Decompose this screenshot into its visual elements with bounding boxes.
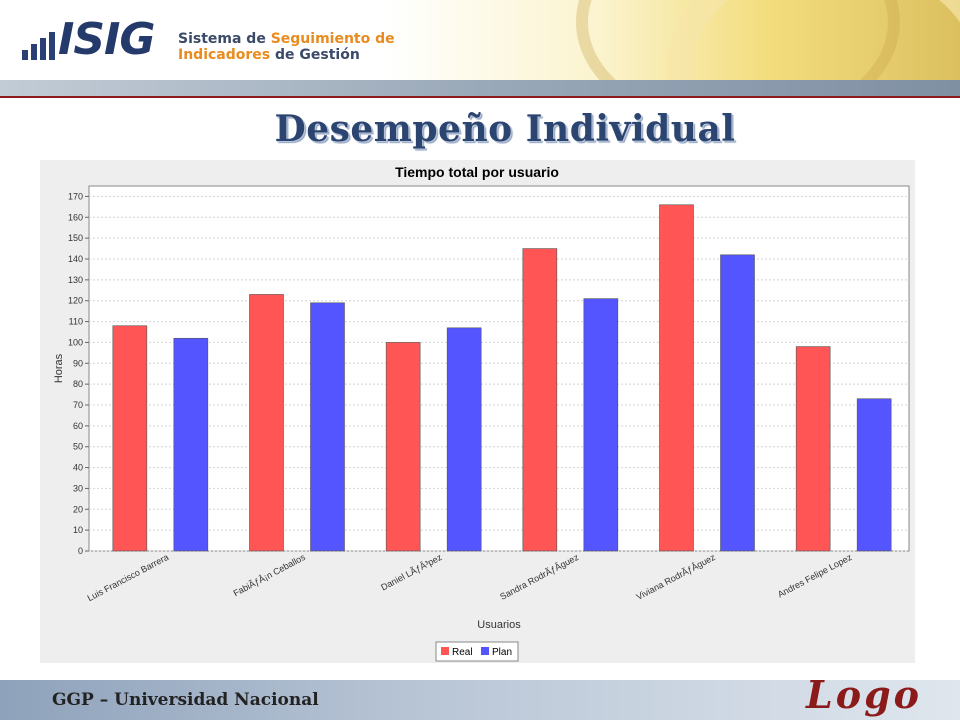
bar-plan xyxy=(173,337,209,552)
bar-plan xyxy=(310,302,345,552)
bar-plan xyxy=(720,254,755,552)
bar-real xyxy=(385,342,421,552)
legend-label-plan: Plan xyxy=(492,647,512,658)
y-tick-label: 160 xyxy=(68,212,83,222)
legend-label-real: Real xyxy=(452,647,473,658)
bar-plan xyxy=(583,298,619,552)
y-tick-label: 130 xyxy=(68,275,83,285)
chart-title: Tiempo total por usuario xyxy=(395,164,559,180)
chart-svg: Tiempo total por usuario 0 10 20 30 40 50 60 70 8… xyxy=(53,164,910,662)
y-tick-label: 170 xyxy=(68,191,83,201)
y-tick-label: 120 xyxy=(68,296,83,306)
bar-real xyxy=(249,294,284,552)
y-tick-label: 80 xyxy=(73,379,83,389)
footer-logo: Logo xyxy=(806,672,922,717)
bar-real xyxy=(112,325,148,552)
y-tick-label: 140 xyxy=(68,254,83,264)
x-tick-label: Luis Francisco Barrera xyxy=(86,552,171,603)
x-tick-label: Daniel LÃƒÂ³pez xyxy=(379,552,444,593)
slide-title: Desempeño Individual xyxy=(274,108,736,150)
x-tick-label: FabiÃƒÂ¡n Ceballos xyxy=(232,552,308,599)
bar-chart: Tiempo total por usuario 0 10 20 30 40 50 60 70 8… xyxy=(40,160,915,663)
x-tick-label: Sandra RodrÃƒÂ­guez xyxy=(498,552,580,602)
y-tick-label: 70 xyxy=(73,400,83,410)
slide-footer xyxy=(0,680,960,720)
plot-area xyxy=(88,185,910,552)
header-band xyxy=(0,80,960,96)
y-tick-label: 90 xyxy=(73,358,83,368)
footer-text: GGP – Universidad Nacional xyxy=(52,690,319,710)
bar-real xyxy=(522,248,558,552)
y-tick-label: 40 xyxy=(73,463,83,473)
y-tick-label: 20 xyxy=(73,504,83,514)
legend-box xyxy=(435,641,519,662)
logo-bars-icon xyxy=(22,30,62,60)
y-tick-label: 30 xyxy=(73,483,83,493)
y-tick-label: 10 xyxy=(73,525,83,535)
x-axis-label: Usuarios xyxy=(477,619,521,631)
header-divider xyxy=(0,96,960,98)
legend-swatch-plan xyxy=(481,647,489,655)
y-tick-label: 100 xyxy=(68,337,83,347)
y-tick-label: 110 xyxy=(69,317,83,327)
y-tick-label: 50 xyxy=(73,442,83,452)
y-tick-label: 150 xyxy=(68,233,83,243)
y-tick-label: 0 xyxy=(78,546,83,556)
x-tick-label: Andres Felipe Lopez xyxy=(776,552,854,600)
bar-real xyxy=(659,204,694,552)
bar-real xyxy=(795,346,831,552)
bar-plan xyxy=(446,327,482,552)
y-tick-label: 60 xyxy=(73,421,83,431)
bar-plan xyxy=(856,398,892,552)
y-axis-label: Horas xyxy=(53,353,65,383)
logo-brand: ISIG xyxy=(58,14,156,65)
legend-swatch-real xyxy=(441,647,449,655)
x-tick-label: Viviana RodrÃƒÂ­guez xyxy=(635,552,718,602)
logo-subtitle: Sistema de Seguimiento de Indicadores de… xyxy=(178,31,395,63)
slide-header: ISIG Sistema de Seguimiento de Indicador… xyxy=(0,0,960,98)
